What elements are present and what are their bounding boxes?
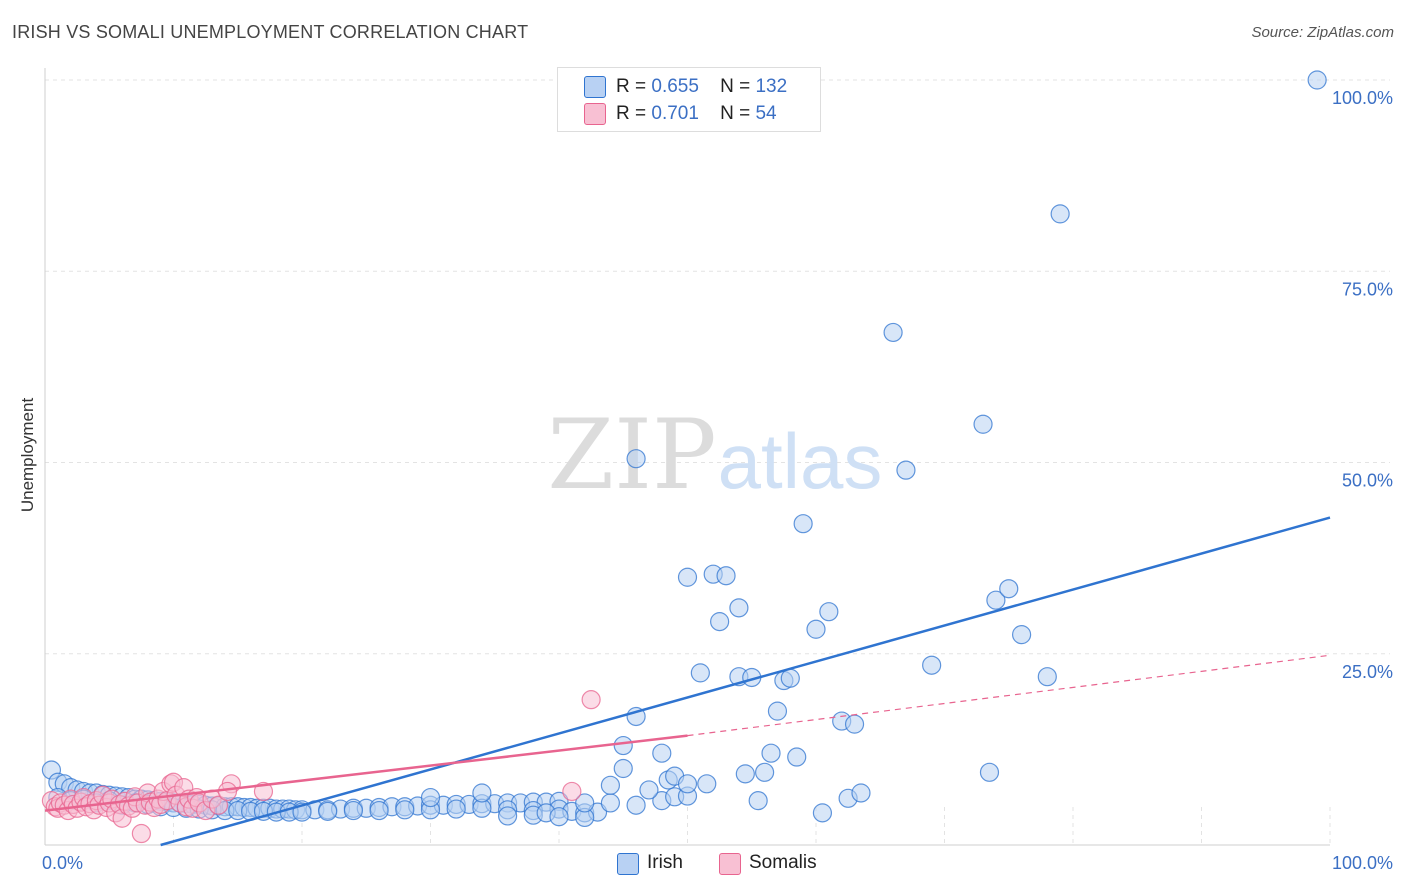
y-axis-label: Unemployment	[18, 397, 37, 513]
irish-point	[806, 619, 826, 639]
legend-r-value-somalis: 0.701	[651, 103, 699, 124]
irish-point	[729, 598, 749, 618]
legend-label-irish: Irish	[647, 852, 683, 873]
legend-n-value-irish: 132	[755, 76, 788, 97]
irish-point	[690, 663, 710, 683]
irish-point	[851, 783, 871, 803]
irish-point	[748, 791, 768, 811]
irish-point	[1037, 667, 1057, 687]
irish-point	[369, 800, 389, 821]
irish-point	[999, 579, 1019, 599]
irish-point	[1050, 204, 1070, 224]
irish-point	[318, 801, 338, 821]
irish-point	[626, 795, 646, 815]
chart-title: IRISH VS SOMALI UNEMPLOYMENT CORRELATION…	[12, 22, 529, 42]
irish-point	[710, 612, 730, 632]
legend-label-somalis: Somalis	[749, 852, 817, 873]
irish-point	[883, 322, 903, 343]
irish-point	[1307, 70, 1327, 90]
irish-point	[639, 780, 659, 800]
irish-point	[600, 775, 621, 795]
legend-n-label: N =	[720, 76, 751, 97]
y-tick-label: 25.0%	[1342, 662, 1393, 682]
x-tick-label: 100.0%	[1332, 853, 1393, 873]
irish-point	[754, 762, 775, 782]
irish-point	[549, 807, 569, 827]
somalis-point	[253, 781, 274, 802]
irish-legend-swatch	[617, 853, 639, 875]
irish-point	[677, 567, 698, 587]
irish-point	[1011, 625, 1032, 645]
series-legend: Irish Somalis	[0, 852, 1406, 878]
legend-r-label: R =	[616, 76, 647, 97]
somalis-point	[581, 690, 601, 710]
irish-point	[780, 668, 800, 688]
irish-point	[575, 793, 595, 813]
irish-point	[613, 735, 633, 756]
irish-point	[761, 743, 781, 763]
irish-point	[677, 774, 698, 794]
legend-n-value-somalis: 54	[755, 103, 777, 124]
irish-point	[979, 762, 1000, 782]
irish-trend-line	[160, 516, 1331, 847]
irish-point	[395, 800, 415, 820]
irish-swatch	[584, 76, 606, 98]
legend-r-value-irish: 0.655	[651, 76, 699, 97]
tick-labels: 100.0% 75.0% 50.0% 25.0% 0.0% 100.0%	[42, 88, 1393, 873]
irish-point	[697, 774, 717, 794]
irish-point	[767, 701, 788, 721]
watermark: ZIP atlas	[547, 399, 882, 511]
irish-point	[793, 514, 813, 534]
irish-point	[420, 787, 441, 808]
irish-point	[973, 414, 993, 434]
somalis-point	[562, 781, 582, 802]
irish-point	[922, 655, 942, 675]
grid-lines	[44, 68, 1390, 846]
irish-point	[446, 799, 466, 819]
irish-point	[986, 590, 1006, 610]
somalis-points	[41, 690, 601, 844]
irish-point	[498, 806, 518, 826]
irish-point	[343, 800, 363, 821]
somalis-point	[131, 823, 151, 844]
somalis-trend-extension	[687, 654, 1331, 737]
somalis-trend-line	[44, 734, 688, 812]
legend-r-label: R =	[616, 103, 647, 124]
irish-point	[844, 714, 865, 734]
irish-point	[819, 602, 839, 622]
somalis-point	[208, 795, 229, 815]
legend-n-label: N =	[720, 103, 751, 124]
y-tick-label: 100.0%	[1332, 88, 1393, 108]
irish-point	[735, 764, 755, 784]
irish-point	[812, 803, 833, 823]
x-tick-label: 0.0%	[42, 853, 83, 873]
y-tick-label: 75.0%	[1342, 279, 1393, 299]
irish-point	[613, 758, 633, 779]
irish-point	[472, 783, 492, 803]
correlation-legend: R = 0.655 N = 132 R = 0.701 N = 54	[557, 67, 821, 132]
irish-point	[626, 449, 646, 469]
source-label: Source: ZipAtlas.com	[1251, 24, 1394, 41]
somalis-swatch	[584, 103, 606, 125]
irish-point	[652, 743, 672, 763]
irish-point	[896, 460, 916, 480]
irish-point	[600, 793, 621, 813]
somalis-point	[217, 781, 238, 802]
y-tick-label: 50.0%	[1342, 471, 1393, 491]
somalis-legend-swatch	[719, 853, 741, 875]
irish-point	[716, 566, 736, 586]
irish-point	[787, 747, 807, 767]
trend-lines	[44, 516, 1331, 847]
watermark-atlas: atlas	[718, 417, 883, 505]
